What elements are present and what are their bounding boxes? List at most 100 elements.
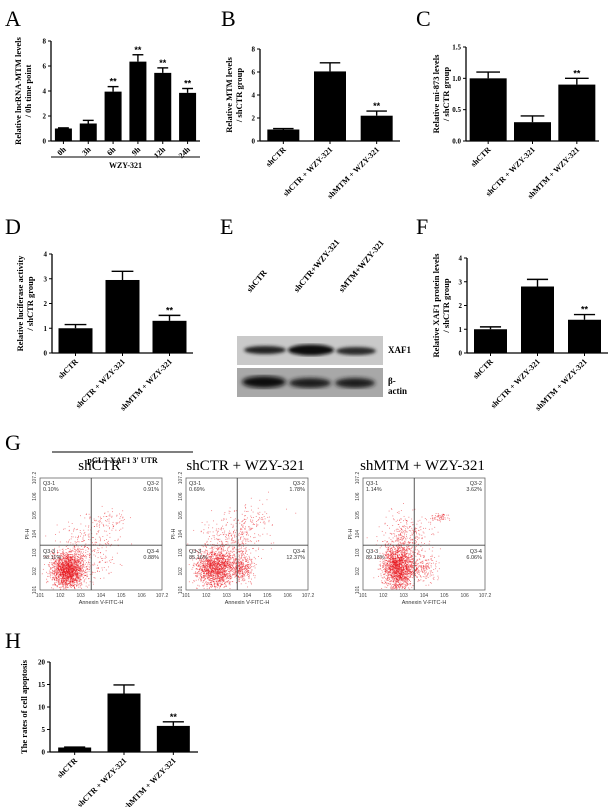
significance-marker: ** xyxy=(134,45,142,55)
quadrant-value: 89.18% xyxy=(366,555,385,561)
x-category-label: 9h xyxy=(130,145,143,158)
x-category-label: shCTR + WZY-321 xyxy=(74,357,127,410)
y-tick-label: 6 xyxy=(252,69,256,77)
wb-lane-label-2: shCTR+WZY-321 xyxy=(291,237,342,294)
western-blot: shCTR shCTR+WZY-321 sMTM+WZY-321 XAF1 β-… xyxy=(230,237,411,400)
y-tick-label: 4 xyxy=(252,92,256,100)
quadrant-value: 3.62% xyxy=(466,487,482,493)
x-category-label: shCTR xyxy=(264,145,288,169)
bar xyxy=(179,92,197,141)
y-tick-label: 105 xyxy=(32,511,38,520)
quadrant-value: 0.10% xyxy=(43,487,59,493)
quadrant-label: Q3-2 xyxy=(147,481,159,487)
significance-marker: ** xyxy=(573,68,581,78)
x-category-label: shMTM + WZY-321 xyxy=(118,357,173,412)
y-axis-label: PI-H xyxy=(25,528,31,539)
flow-plot-3: Q3-1 1.14% Q3-2 3.62% Q3-3 89.18% Q3-4 6.06% 101… xyxy=(345,458,500,608)
y-tick-label: 104 xyxy=(355,530,361,539)
quadrant-value: 0.88% xyxy=(143,555,159,561)
blot-image xyxy=(237,336,383,397)
y-tick-label: 107.2 xyxy=(355,472,361,485)
x-tick-label: 106 xyxy=(460,593,469,599)
y-tick-label: 106 xyxy=(32,492,38,501)
quadrant-value: 6.06% xyxy=(466,555,482,561)
significance-marker: ** xyxy=(166,305,174,315)
x-category-label: 6h xyxy=(105,145,118,158)
flow-title: shCTR + WZY-321 xyxy=(186,458,305,474)
significance-marker: ** xyxy=(170,712,178,722)
y-axis-label: PI-H xyxy=(348,528,354,539)
y-tick-label: 4 xyxy=(43,88,47,96)
x-tick-label: 107.2 xyxy=(479,593,492,599)
quadrant-label: Q3-1 xyxy=(43,481,55,487)
wb-lane-label-3: sMTM+WZY-321 xyxy=(336,237,386,294)
y-tick-label: 2 xyxy=(43,113,47,121)
y-tick-label: 1 xyxy=(459,326,463,334)
bar xyxy=(105,279,140,353)
bar xyxy=(568,319,601,353)
bar-chart-a: 0 2 4 6 8 0h 3h ** 6h ** 9h ** 12h ** 24h WZY-321 Relati… xyxy=(0,0,210,200)
x-category-label: 24h xyxy=(177,145,193,161)
y-tick-label: 105 xyxy=(355,511,361,520)
x-category-label: 12h xyxy=(152,145,168,161)
bar xyxy=(360,115,393,141)
x-category-label: shCTR + WZY-321 xyxy=(489,357,542,410)
bar-chart-h: 0 5 10 15 20 shCTR shCTR + WZY-321 ** shMTM + WZ… xyxy=(0,620,220,807)
x-category-label: shCTR xyxy=(469,145,493,169)
panel-letter-g: G xyxy=(5,430,21,455)
x-tick-label: 102 xyxy=(202,593,211,599)
wb-band-label-xaf1: XAF1 xyxy=(388,345,411,355)
flow-plot-1: Q3-1 0.10% Q3-2 0.91% Q3-3 98.11% Q3-4 0.88% 101… xyxy=(22,458,177,608)
wb-lane-label-1: shCTR xyxy=(244,267,269,294)
group-label: pGL3-XAF1 3' UTR xyxy=(87,456,157,465)
y-tick-label: 2 xyxy=(252,115,256,123)
y-tick-label: 3 xyxy=(44,275,48,283)
y-tick-label: 8 xyxy=(252,46,256,54)
bar xyxy=(267,129,300,141)
x-category-label: shMTM + WZY-321 xyxy=(533,357,588,412)
bar xyxy=(521,286,554,353)
quadrant-value: 1.78% xyxy=(289,487,305,493)
x-tick-label: 104 xyxy=(97,593,106,599)
x-tick-label: 105 xyxy=(117,593,126,599)
y-tick-label: 104 xyxy=(178,530,184,539)
panel-letter-e: E xyxy=(220,214,234,239)
quadrant-label: Q3-4 xyxy=(147,549,159,555)
bar xyxy=(54,128,72,141)
flow-plot-2: Q3-1 0.69% Q3-2 1.78% Q3-3 85.16% Q3-4 12.37% 10… xyxy=(168,458,323,608)
x-category-label: shCTR xyxy=(55,756,79,780)
y-tick-label: 106 xyxy=(355,492,361,501)
y-axis-label: Relative mi-873 levels/ shCTR group xyxy=(431,54,451,134)
y-tick-label: 0 xyxy=(43,138,47,146)
x-category-label: shCTR + WZY-321 xyxy=(281,145,334,198)
panel-letter-h: H xyxy=(5,628,21,653)
quadrant-label: Q3-1 xyxy=(366,481,378,487)
x-axis-label: Annexin V-FITC-H xyxy=(79,600,124,606)
x-tick-label: 104 xyxy=(420,593,429,599)
x-tick-label: 104 xyxy=(243,593,252,599)
y-tick-label: 20 xyxy=(38,659,46,667)
x-category-label: shMTM + WZY-321 xyxy=(326,145,381,200)
y-tick-label: 106 xyxy=(178,492,184,501)
y-tick-label: 10 xyxy=(38,704,46,712)
significance-marker: ** xyxy=(110,77,118,87)
bar xyxy=(152,320,187,353)
y-tick-label: 104 xyxy=(32,530,38,539)
y-axis-label: Relative MTM levels/ shCTR group xyxy=(224,57,244,133)
quadrant-label: Q3-3 xyxy=(366,549,378,555)
y-tick-label: 1.0 xyxy=(452,75,461,83)
x-tick-label: 106 xyxy=(137,593,146,599)
x-tick-label: 105 xyxy=(440,593,449,599)
x-tick-label: 101 xyxy=(359,593,368,599)
x-category-label: shCTR xyxy=(56,357,80,381)
y-tick-label: 2 xyxy=(459,302,463,310)
x-tick-label: 101 xyxy=(182,593,191,599)
quadrant-value: 1.14% xyxy=(366,487,382,493)
x-category-label: 0h xyxy=(55,145,68,158)
y-tick-label: 102 xyxy=(355,567,361,576)
y-tick-label: 8 xyxy=(43,38,47,46)
y-tick-label: 102 xyxy=(178,567,184,576)
y-tick-label: 101 xyxy=(355,586,361,595)
y-tick-label: 102 xyxy=(32,567,38,576)
y-tick-label: 105 xyxy=(178,511,184,520)
